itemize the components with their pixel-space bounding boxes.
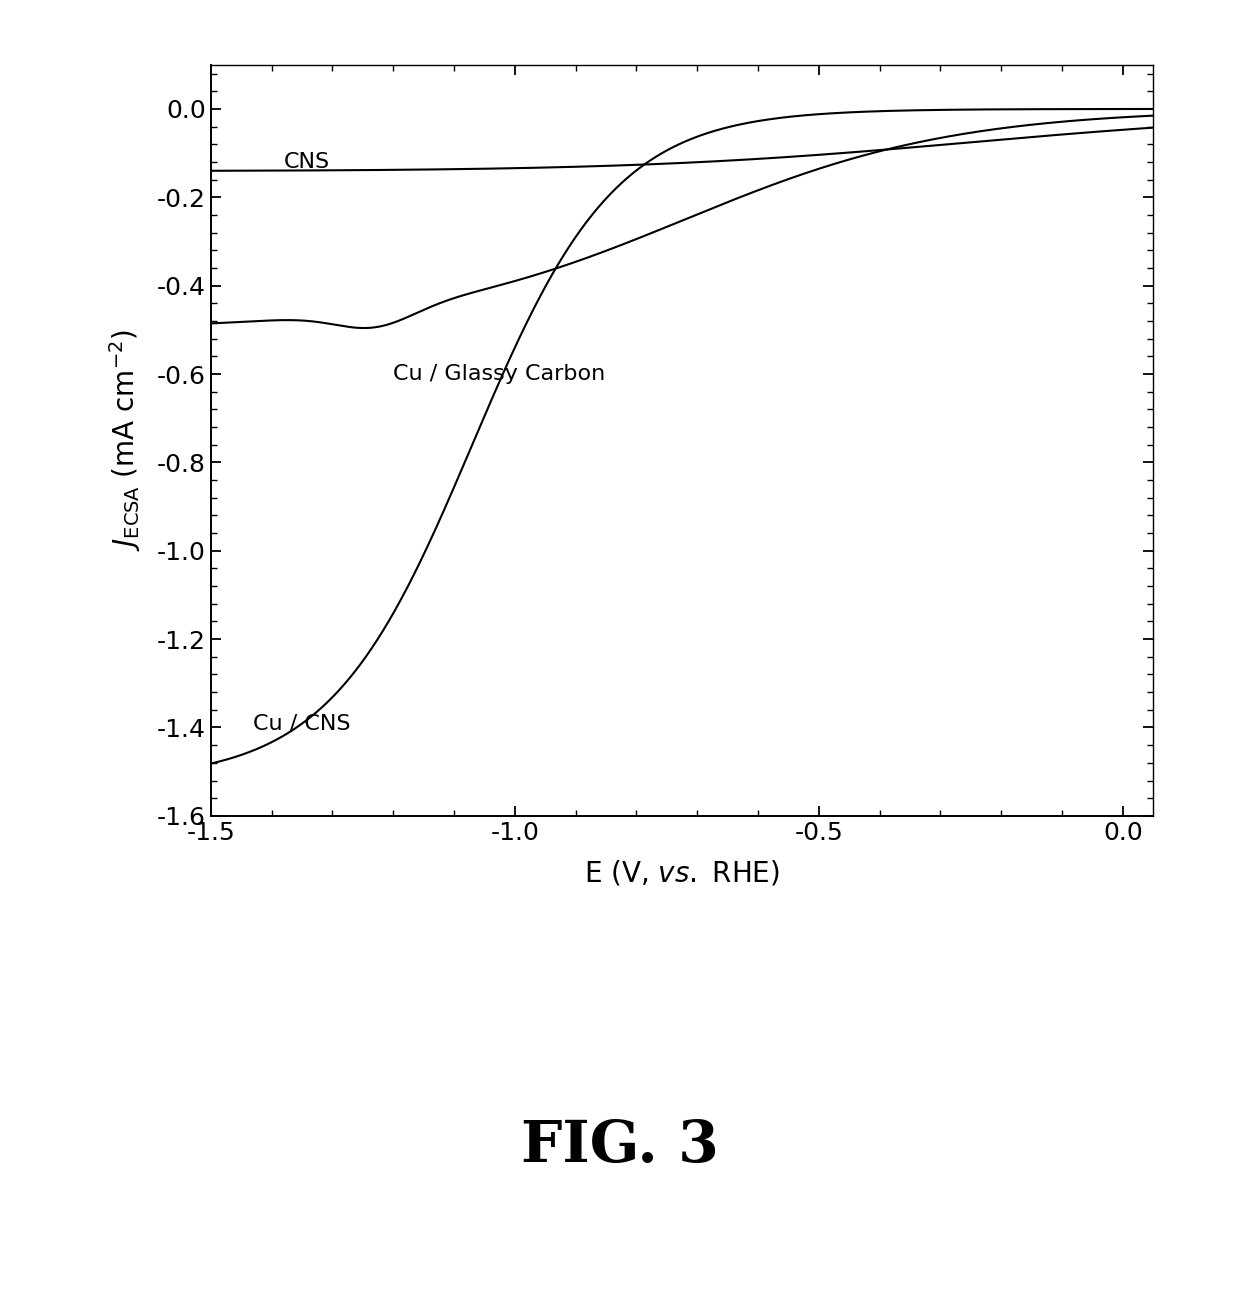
Text: FIG. 3: FIG. 3 bbox=[521, 1118, 719, 1175]
Text: CNS: CNS bbox=[284, 152, 330, 172]
Text: Cu / CNS: Cu / CNS bbox=[253, 714, 351, 733]
X-axis label: E (V, $\it{vs.}$ RHE): E (V, $\it{vs.}$ RHE) bbox=[584, 859, 780, 887]
Text: Cu / Glassy Carbon: Cu / Glassy Carbon bbox=[393, 364, 605, 385]
Y-axis label: $J_{\mathrm{ECSA}}$ (mA cm$^{-2}$): $J_{\mathrm{ECSA}}$ (mA cm$^{-2}$) bbox=[107, 329, 143, 552]
